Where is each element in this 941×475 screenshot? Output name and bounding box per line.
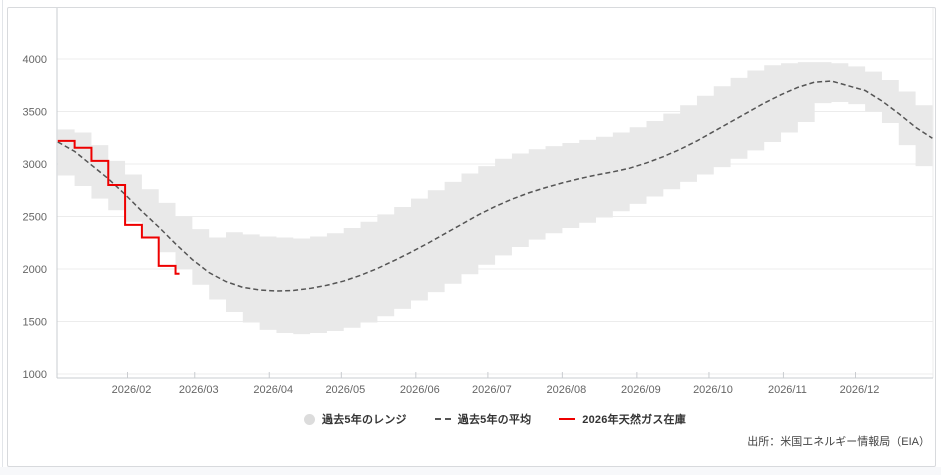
x-tick-label: 2026/02 bbox=[112, 384, 152, 396]
y-tick-label: 2500 bbox=[23, 212, 47, 224]
y-tick-label: 1500 bbox=[23, 317, 47, 329]
x-tick-label: 2026/11 bbox=[768, 384, 807, 396]
y-tick-label: 2000 bbox=[23, 264, 47, 276]
x-tick-label: 2026/04 bbox=[253, 384, 293, 396]
range-band bbox=[57, 62, 933, 335]
x-tick-label: 2026/10 bbox=[693, 384, 733, 396]
legend-range-label: 過去5年のレンジ bbox=[322, 414, 407, 426]
x-tick-label: 2026/09 bbox=[621, 384, 661, 396]
range-band-icon bbox=[304, 413, 316, 425]
source-note: 出所：米国エネルギー情報局（EIA） bbox=[747, 436, 930, 448]
x-tick-label: 2026/05 bbox=[325, 384, 365, 396]
y-tick-label: 3000 bbox=[23, 159, 47, 171]
legend-item-actual[interactable]: 2026年天然ガス在庫 bbox=[559, 411, 686, 427]
chart-legend: 過去5年のレンジ 過去5年の平均 2026年天然ガス在庫 bbox=[57, 408, 933, 430]
actual-line bbox=[57, 139, 180, 275]
y-tick-label: 4000 bbox=[23, 54, 47, 66]
y-tick-label: 1000 bbox=[23, 369, 47, 381]
page-left-edge bbox=[2, 0, 3, 475]
y-tick-label: 3500 bbox=[23, 107, 47, 119]
x-tick-label: 2026/03 bbox=[179, 384, 219, 396]
x-tick-label: 2026/07 bbox=[472, 384, 512, 396]
page-bottom-strip bbox=[0, 467, 941, 475]
x-tick-label: 2026/06 bbox=[400, 384, 440, 396]
legend-item-average[interactable]: 過去5年の平均 bbox=[434, 411, 532, 427]
average-line bbox=[57, 80, 933, 292]
legend-average-label: 過去5年の平均 bbox=[457, 414, 532, 426]
x-tick-label: 2026/12 bbox=[840, 384, 880, 396]
legend-item-range[interactable]: 過去5年のレンジ bbox=[304, 411, 407, 427]
x-tick-label: 2026/08 bbox=[546, 384, 586, 396]
actual-red-line-icon bbox=[559, 418, 576, 420]
legend-actual-label: 2026年天然ガス在庫 bbox=[582, 414, 686, 426]
average-dashed-line-icon bbox=[434, 418, 451, 420]
